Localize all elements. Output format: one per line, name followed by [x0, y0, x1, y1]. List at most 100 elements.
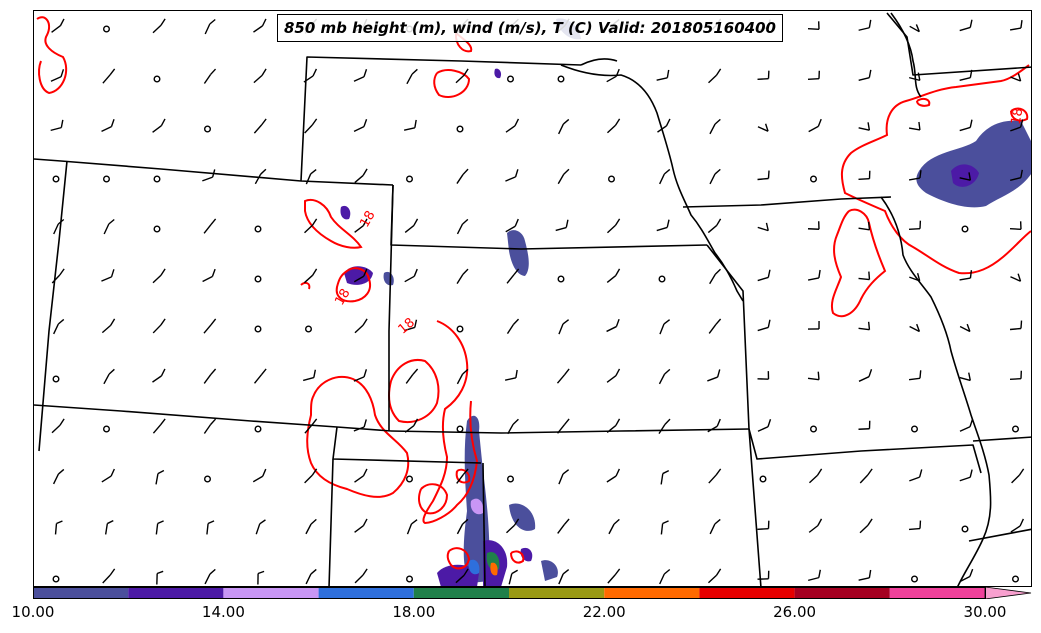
wind-barb-flag	[917, 72, 921, 81]
wind-barb-staff	[304, 474, 313, 484]
state-boundary	[38, 160, 68, 452]
state-boundary	[328, 458, 334, 586]
wind-barb-flag	[767, 170, 770, 179]
wind-barb	[858, 19, 872, 31]
wind-barb-staff	[659, 323, 665, 335]
wind-barb	[908, 121, 921, 131]
wind-barb-staff	[304, 124, 313, 134]
wind-barb-flag	[715, 468, 722, 476]
wind-barb-staff	[404, 326, 415, 332]
wind-barb	[103, 218, 115, 235]
wind-barb-staff	[709, 273, 716, 285]
wind-barb	[354, 468, 368, 483]
wind-barb-staff	[1009, 27, 1022, 31]
wind-barb-staff	[959, 426, 971, 432]
wind-barb-flag	[312, 68, 318, 77]
wind-barb-flag	[664, 418, 671, 425]
wind-barb	[455, 568, 469, 584]
wind-barb	[859, 468, 873, 484]
wind-barb	[606, 268, 621, 284]
wind-barb-staff	[757, 177, 769, 181]
temperature-contour	[831, 208, 887, 318]
wind-barb-flag	[715, 318, 722, 326]
wind-barb-flag	[1020, 320, 1023, 329]
wind-barb	[255, 519, 266, 535]
wind-barb-staff	[52, 473, 60, 485]
colorbar-segment	[33, 587, 129, 599]
wind-barb	[657, 118, 671, 133]
wind-barb	[505, 169, 519, 182]
wind-barb-staff	[807, 78, 820, 80]
wind-barb	[807, 70, 821, 80]
wind-barb	[353, 69, 368, 82]
precip-area	[340, 205, 351, 220]
wind-barb	[908, 370, 922, 381]
wind-barb	[757, 520, 770, 531]
wind-barb-flag	[157, 469, 165, 475]
wind-barb-staff	[456, 223, 464, 235]
wind-barb-flag	[969, 119, 973, 128]
calm-wind-marker	[52, 175, 60, 183]
wind-barb-staff	[658, 424, 666, 434]
wind-barb-flag	[716, 369, 721, 378]
wind-barb	[353, 419, 367, 432]
calm-wind-marker	[305, 325, 313, 333]
wind-barb-flag	[362, 168, 368, 176]
wind-barb-flag	[108, 368, 115, 375]
wind-barb	[404, 319, 418, 332]
wind-barb-staff	[959, 476, 971, 482]
wind-barb-staff	[858, 76, 870, 82]
temperature-contour	[388, 359, 440, 423]
wind-barb	[505, 218, 519, 233]
precip-area	[437, 564, 479, 586]
wind-barb	[202, 169, 216, 182]
wind-barb-staff	[353, 76, 365, 82]
wind-barb	[304, 218, 318, 234]
wind-barb-flag	[868, 569, 872, 578]
colorbar-segment	[128, 587, 224, 599]
wind-barb-staff	[203, 74, 212, 84]
wind-barb	[152, 418, 166, 434]
wind-barb	[959, 270, 973, 281]
wind-barb-staff	[959, 126, 971, 132]
wind-barb-staff	[557, 173, 565, 185]
calm-wind-marker	[658, 275, 666, 283]
temperature-contour	[455, 468, 471, 484]
wind-barb-flag	[513, 518, 520, 526]
wind-barb-staff	[50, 126, 62, 132]
wind-barb-flag	[56, 520, 63, 525]
wind-barb	[908, 520, 922, 531]
wind-barb-flag	[210, 418, 217, 425]
calm-wind-marker	[52, 375, 60, 383]
calm-wind-marker	[153, 225, 161, 233]
wind-barb-staff	[707, 574, 718, 584]
wind-barb-flag	[818, 269, 821, 278]
wind-barb	[959, 469, 973, 482]
wind-barb	[708, 318, 722, 334]
calm-wind-marker	[102, 25, 110, 33]
wind-barb-staff	[504, 377, 517, 381]
wind-barb-flag	[463, 68, 469, 76]
wind-barb-staff	[54, 523, 58, 535]
wind-barb-flag	[160, 368, 166, 377]
wind-barb-flag	[107, 520, 114, 525]
wind-barb-staff	[405, 374, 414, 384]
wind-barb-flag	[919, 370, 922, 379]
wind-barb-staff	[657, 125, 667, 133]
wind-barb-flag	[210, 368, 217, 376]
wind-barb-flag	[563, 168, 570, 175]
wind-barb	[354, 518, 368, 533]
wind-barb-flag	[110, 119, 115, 127]
wind-barb-staff	[656, 226, 668, 232]
wind-barb-staff	[53, 323, 59, 335]
wind-barb-staff	[406, 523, 413, 535]
wind-barb-staff	[203, 374, 212, 384]
temperature-contour	[446, 547, 471, 570]
wind-barb	[660, 520, 669, 535]
wind-barb-flag	[210, 68, 217, 75]
wind-barb	[50, 119, 64, 132]
wind-barb	[102, 68, 116, 84]
wind-barb	[606, 468, 621, 483]
wind-barb-staff	[757, 326, 769, 332]
wind-barb	[152, 268, 166, 284]
